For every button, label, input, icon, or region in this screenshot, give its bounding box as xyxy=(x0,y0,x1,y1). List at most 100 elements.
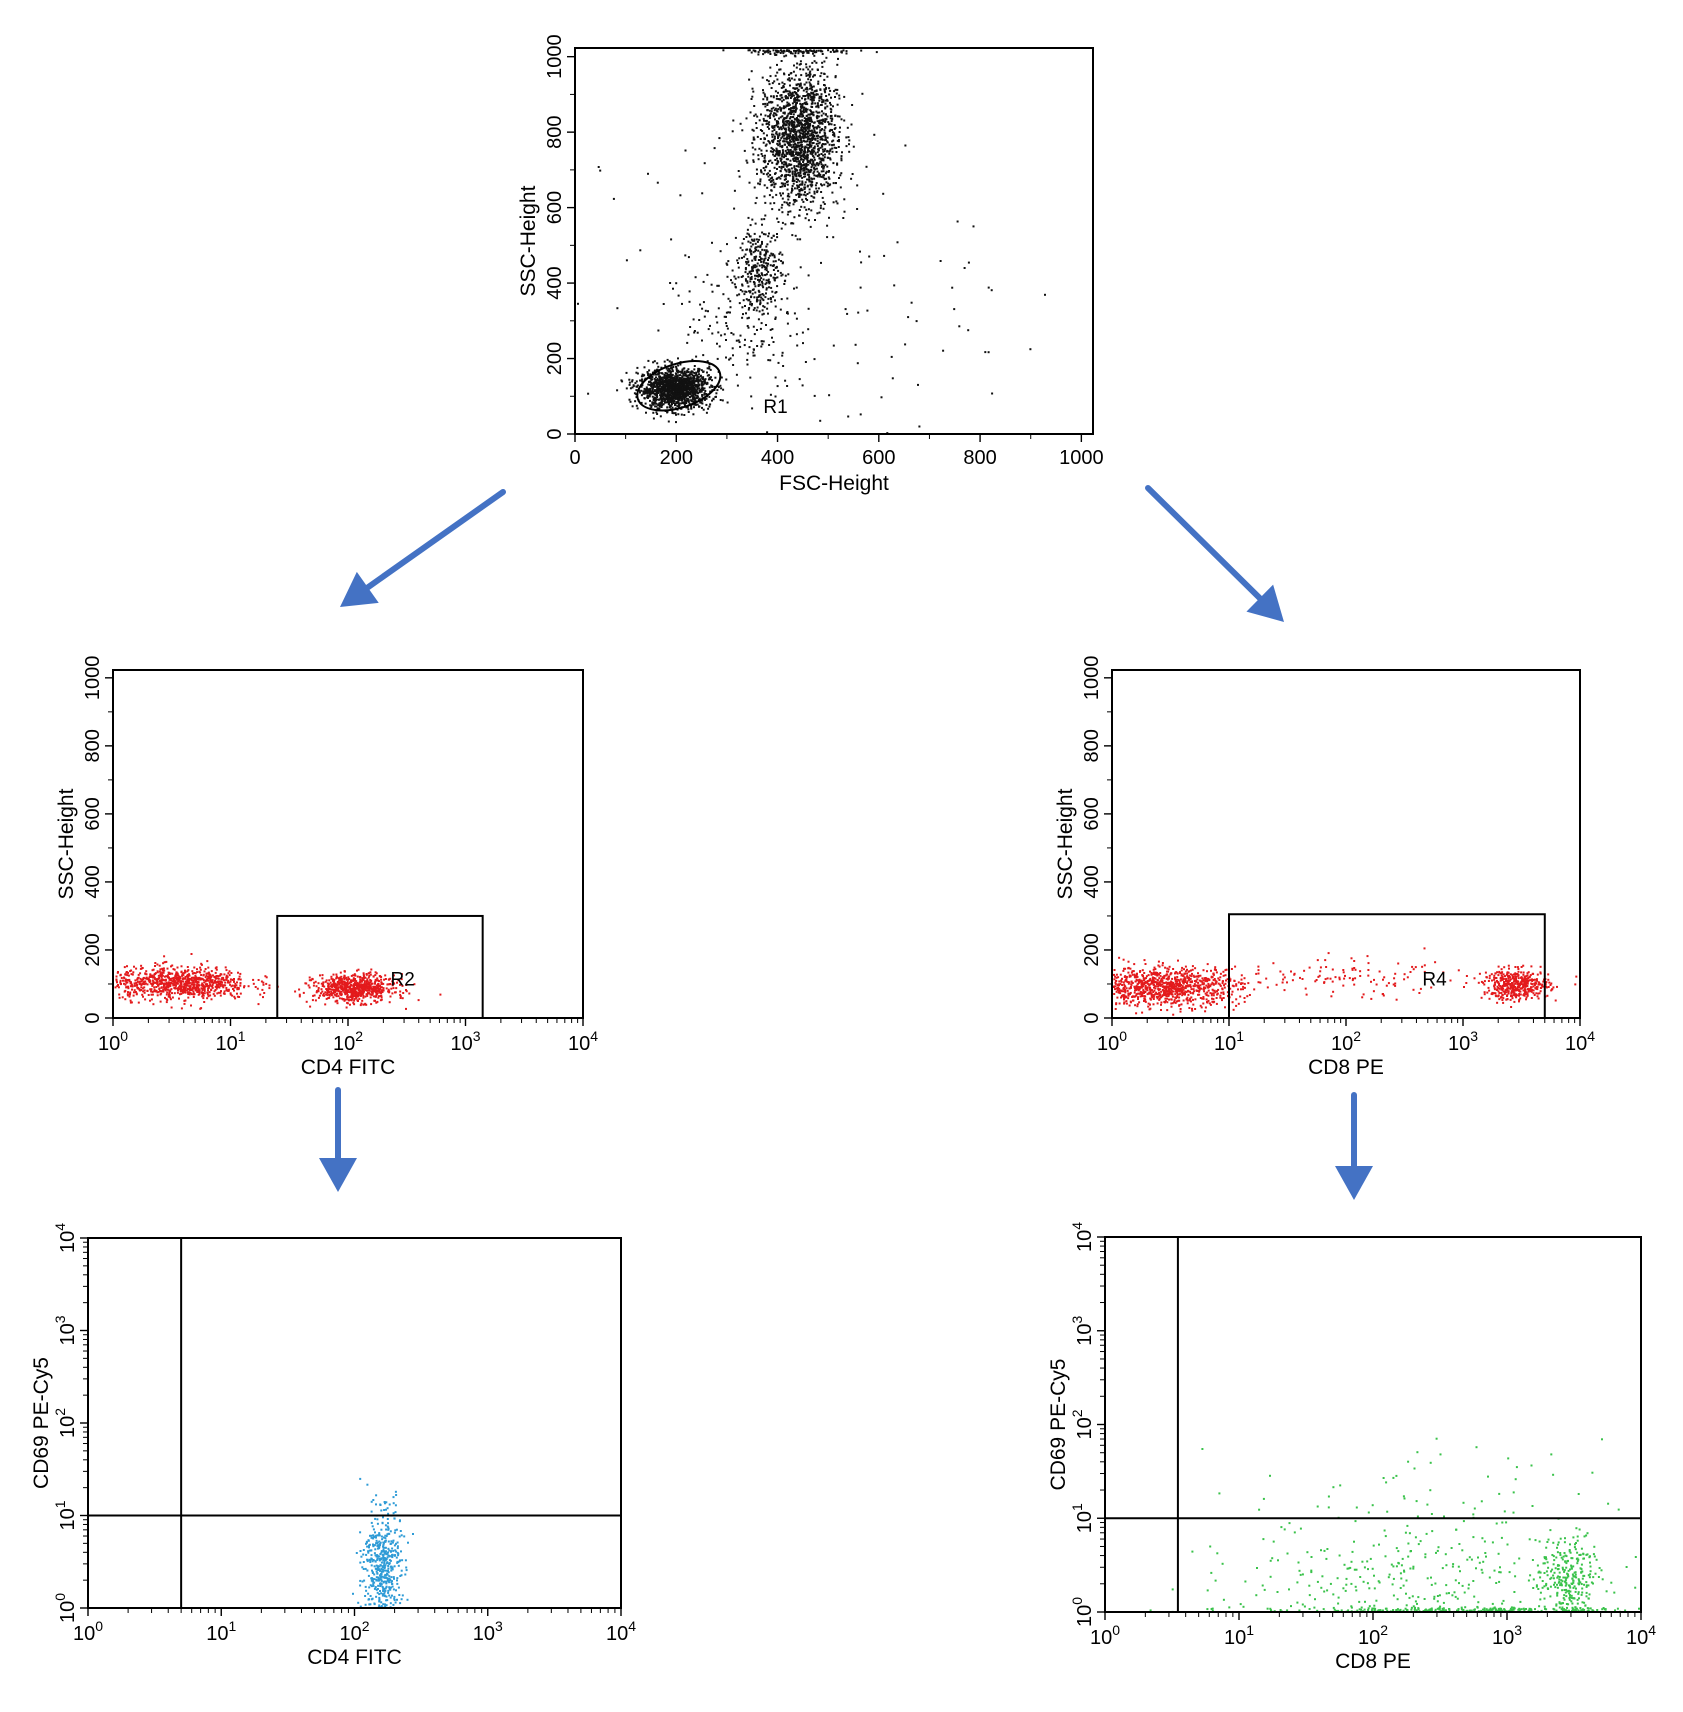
data-point xyxy=(832,162,835,165)
data-point xyxy=(810,50,813,52)
data-point xyxy=(769,298,772,301)
data-point xyxy=(670,394,673,397)
data-point xyxy=(791,136,794,139)
data-point xyxy=(756,262,759,265)
data-point xyxy=(818,97,821,100)
data-point xyxy=(149,999,151,1002)
data-point xyxy=(734,277,737,280)
data-point xyxy=(129,982,132,985)
data-point xyxy=(672,412,675,415)
data-point xyxy=(798,99,801,102)
data-point xyxy=(207,966,210,969)
data-point xyxy=(816,212,819,215)
data-point xyxy=(783,201,786,204)
data-point xyxy=(824,91,827,94)
data-point xyxy=(804,101,807,104)
data-point xyxy=(749,291,752,294)
data-point xyxy=(686,406,689,409)
data-point xyxy=(763,156,766,159)
data-point xyxy=(782,140,785,143)
data-point xyxy=(747,49,750,52)
data-point xyxy=(803,146,806,149)
data-point xyxy=(812,142,815,144)
data-point xyxy=(677,392,680,395)
data-point xyxy=(667,393,670,396)
data-point xyxy=(809,98,812,101)
data-point xyxy=(744,338,746,341)
data-point xyxy=(678,395,681,398)
data-point xyxy=(777,50,780,53)
data-point xyxy=(691,358,694,361)
data-point xyxy=(660,366,663,369)
data-point xyxy=(815,132,818,135)
data-point xyxy=(764,296,767,299)
data-point xyxy=(294,990,297,993)
data-point xyxy=(838,115,841,118)
data-point xyxy=(688,389,691,392)
data-point xyxy=(784,120,787,123)
data-point xyxy=(820,122,823,125)
data-point xyxy=(169,977,172,980)
data-point xyxy=(761,309,764,312)
data-point xyxy=(661,393,664,396)
data-point xyxy=(156,978,159,981)
data-point xyxy=(781,273,784,276)
data-point xyxy=(680,402,683,405)
data-point xyxy=(773,129,776,131)
data-point xyxy=(690,399,693,402)
data-point xyxy=(810,163,813,166)
data-point xyxy=(833,132,836,135)
data-point xyxy=(823,203,826,205)
data-point xyxy=(237,988,240,991)
data-point xyxy=(813,145,816,148)
data-point xyxy=(800,74,803,77)
data-point xyxy=(746,325,749,327)
data-point xyxy=(195,981,198,984)
data-point xyxy=(809,183,812,186)
data-point xyxy=(673,391,675,394)
data-point xyxy=(649,388,652,391)
data-point xyxy=(782,98,785,101)
data-point xyxy=(695,371,698,374)
data-point xyxy=(204,983,207,986)
data-point xyxy=(813,394,816,397)
data-point xyxy=(794,174,797,177)
data-point xyxy=(650,385,653,388)
data-point xyxy=(317,989,320,991)
data-point xyxy=(772,153,775,156)
data-point xyxy=(808,93,811,96)
data-point xyxy=(343,991,346,994)
data-point xyxy=(811,113,814,116)
data-point xyxy=(741,290,744,293)
data-point xyxy=(116,971,119,974)
data-point xyxy=(676,377,679,380)
data-point xyxy=(654,401,657,404)
data-point xyxy=(664,383,667,386)
data-point xyxy=(818,131,821,134)
data-point xyxy=(794,74,797,77)
data-point xyxy=(773,254,776,257)
data-point xyxy=(209,983,212,986)
data-point xyxy=(761,297,764,300)
data-point xyxy=(763,184,766,187)
data-point xyxy=(796,187,799,190)
data-point xyxy=(781,149,784,152)
data-point xyxy=(254,986,257,988)
data-point xyxy=(834,96,836,98)
data-point xyxy=(785,173,788,176)
data-point xyxy=(759,299,762,302)
data-point xyxy=(823,84,825,86)
data-point xyxy=(987,286,990,289)
data-point xyxy=(768,232,770,235)
data-point xyxy=(782,132,785,135)
tick-label: 200 xyxy=(660,447,693,469)
data-point xyxy=(171,996,174,999)
data-point xyxy=(764,254,767,257)
data-point xyxy=(679,383,682,386)
data-point xyxy=(819,88,822,91)
data-point xyxy=(773,149,775,152)
data-point xyxy=(807,51,810,54)
data-point xyxy=(781,144,784,147)
data-point xyxy=(671,379,673,382)
data-point xyxy=(766,264,769,267)
